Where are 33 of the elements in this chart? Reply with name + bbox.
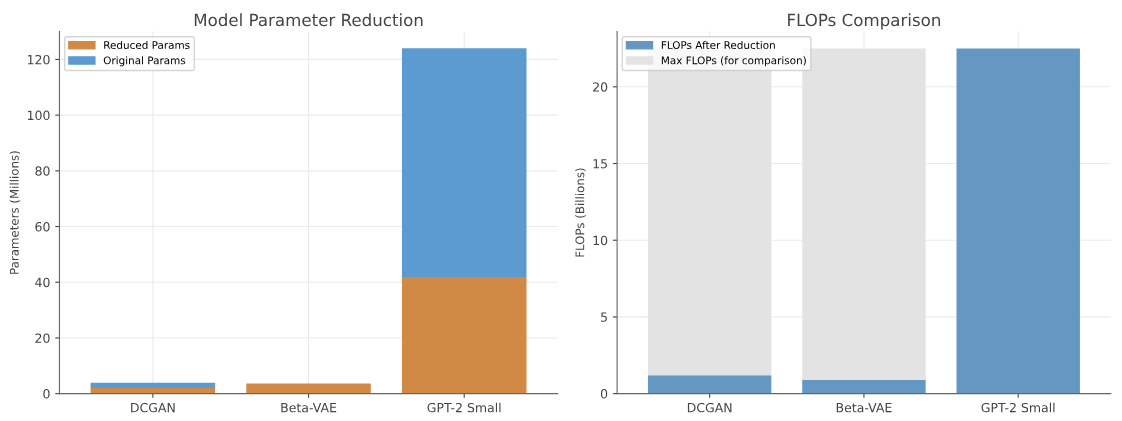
y-tick-label: 5: [601, 312, 607, 322]
y-tick-label: 40: [35, 277, 50, 288]
bar: [90, 382, 216, 389]
x-tick-label: DCGAN: [131, 402, 175, 413]
chart-title: Model Parameter Reduction: [194, 13, 423, 27]
legend-label: Reduced Params: [104, 40, 190, 50]
bar: [802, 379, 926, 394]
y-axis-title: FLOPs (Billions): [575, 168, 586, 257]
x-tick-label: Beta-VAE: [836, 403, 892, 413]
legend-label: Original Params: [103, 56, 186, 67]
x-tick-label: GPT-2 Small: [427, 402, 501, 413]
y-tick-label: 20: [593, 82, 608, 92]
y-tick-label: 60: [35, 222, 50, 232]
bar: [401, 276, 527, 394]
legend-label: FLOPs After Reduction: [661, 40, 775, 50]
y-tick-label: 15: [593, 159, 607, 169]
x-tick-label: Beta-VAE: [281, 403, 337, 413]
y-tick-label: 20: [35, 333, 50, 343]
x-tick-label: GPT-2 Small: [981, 402, 1055, 413]
y-tick-label: 120: [27, 54, 50, 65]
legend-label: Max FLOPs (for comparison): [661, 56, 806, 67]
y-tick-label: 80: [35, 166, 50, 176]
bar: [956, 48, 1080, 394]
y-tick-label: 0: [43, 389, 50, 399]
bar: [246, 383, 371, 394]
chart-title: FLOPs Comparison: [788, 13, 940, 30]
y-tick-label: 0: [600, 389, 608, 399]
x-tick-label: DCGAN: [687, 402, 732, 413]
bar: [401, 48, 527, 277]
y-tick-label: 100: [27, 110, 50, 121]
y-axis-title: Parameters (Millions): [9, 151, 21, 274]
y-tick-label: 10: [593, 235, 608, 246]
bar: [647, 375, 772, 394]
